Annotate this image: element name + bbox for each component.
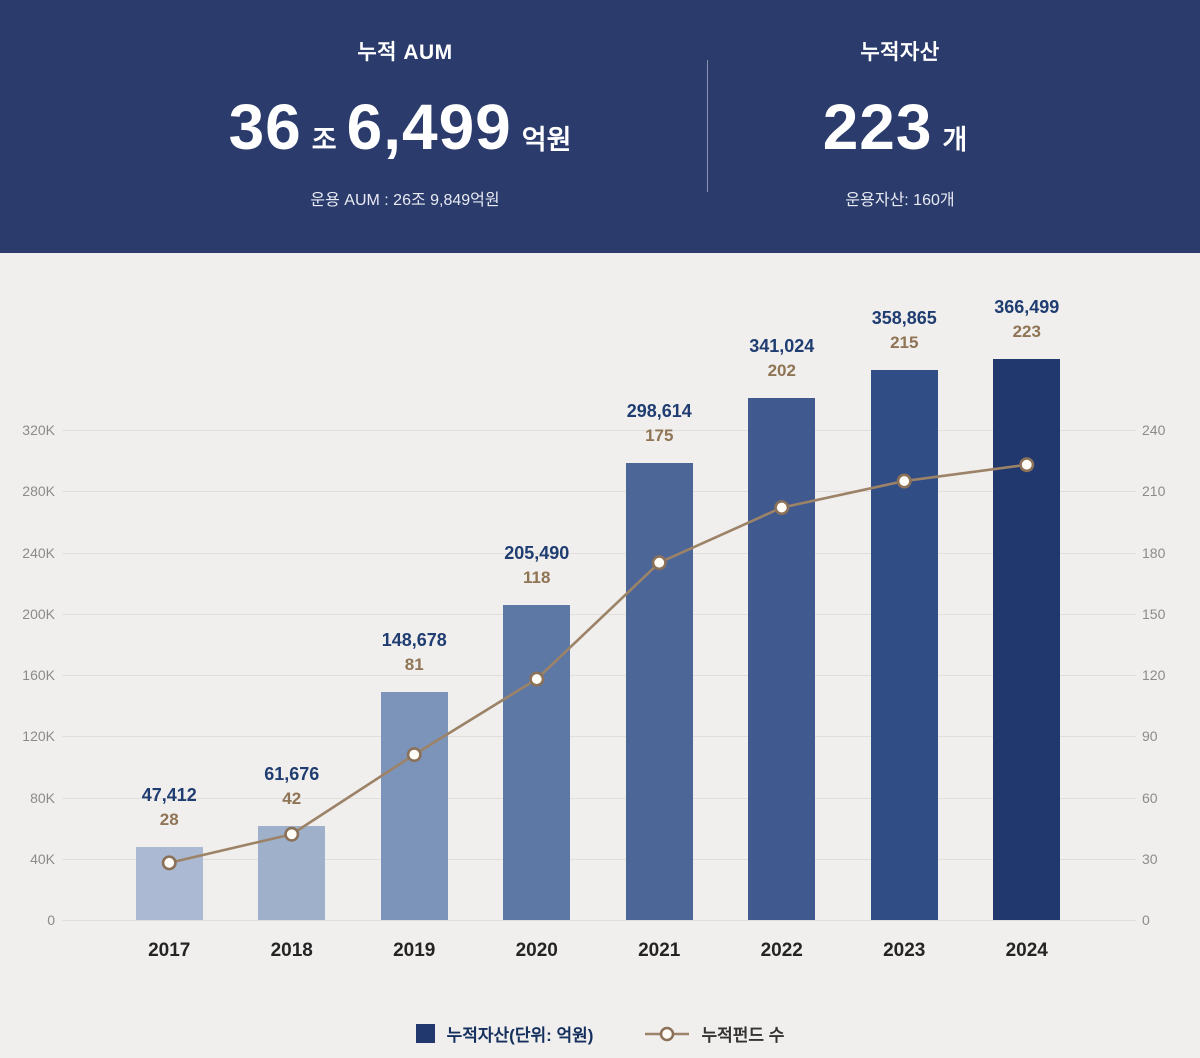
fund-count-value: 223 개	[748, 90, 1052, 164]
header-divider	[707, 60, 708, 192]
fund-count-num: 223	[822, 91, 933, 163]
aum-subtext: 운용 AUM : 26조 9,849억원	[310, 192, 500, 209]
left-axis-tick: 200K	[22, 605, 55, 622]
right-axis-tick: 60	[1142, 789, 1158, 806]
bar-value-label: 366,499	[994, 296, 1060, 317]
bar-value-label: 341,024	[749, 335, 815, 356]
legend-line-label: 누적펀드 수	[701, 1026, 785, 1045]
bar-value-label: 298,614	[626, 400, 692, 421]
summary-header: 누적 AUM 36 조 6,499 억원 운용 AUM : 26조 9,849억원 누…	[0, 0, 1200, 253]
bar-label-2019: 148,678 81	[344, 628, 484, 677]
right-axis-tick: 0	[1142, 912, 1150, 928]
legend-item-line: 누적펀드 수	[645, 1021, 784, 1046]
fund-count-label: 42	[282, 788, 302, 808]
x-axis-label-2021: 2021	[638, 940, 681, 961]
left-axis-tick: 40K	[30, 850, 55, 867]
fund-count-stat: 누적자산 223 개 운용자산: 160개	[748, 36, 1052, 210]
right-axis-tick: 120	[1142, 667, 1166, 683]
bar-2023	[870, 370, 938, 920]
bar-2021	[625, 462, 693, 920]
bar-label-2020: 205,490 118	[467, 541, 607, 590]
bar-value-label: 61,676	[264, 763, 320, 784]
bar-label-2022: 341,024 202	[712, 334, 852, 383]
aum-title: 누적 AUM	[357, 41, 453, 64]
aum-stat: 누적 AUM 36 조 6,499 억원 운용 AUM : 26조 9,849억원	[105, 36, 705, 210]
fund-count-label: 202	[767, 360, 796, 380]
bar-value-label: 358,865	[871, 308, 937, 329]
legend-bar-label: 누적자산(단위: 억원)	[446, 1026, 594, 1045]
x-axis-label-2023: 2023	[883, 940, 926, 961]
right-axis-tick: 150	[1142, 605, 1166, 622]
left-axis-tick: 240K	[22, 544, 55, 561]
left-axis-tick: 320K	[22, 422, 55, 438]
bar-2024	[993, 358, 1061, 920]
fund-count-label: 118	[523, 568, 551, 588]
left-axis-tick: 120K	[22, 728, 55, 745]
right-axis-tick: 210	[1142, 483, 1166, 500]
bar-2019	[380, 692, 448, 920]
aum-num-2: 6,499	[346, 91, 512, 163]
fund-count-label: 175	[645, 425, 674, 445]
right-axis-tick: 90	[1142, 728, 1158, 745]
aum-value: 36 조 6,499 억원	[105, 90, 705, 164]
bar-label-2017: 47,412 28	[99, 783, 239, 832]
x-axis-label-2022: 2022	[760, 940, 803, 961]
bar-label-2024: 366,499 223	[957, 295, 1097, 344]
left-axis-tick: 280K	[22, 483, 55, 500]
left-axis-tick: 0	[47, 912, 55, 928]
chart-legend: 누적자산(단위: 억원) 누적펀드 수	[0, 1021, 1200, 1046]
right-axis-tick: 240	[1142, 422, 1166, 438]
x-axis-label-2024: 2024	[1005, 940, 1048, 961]
left-axis-tick: 80K	[30, 789, 55, 806]
aum-unit-2: 억원	[521, 125, 572, 155]
fund-count-title: 누적자산	[860, 41, 940, 64]
bar-2020	[503, 605, 571, 920]
gridline	[62, 736, 1136, 738]
bar-2017	[135, 847, 203, 920]
bar-value-label: 47,412	[141, 785, 197, 806]
combo-chart: 0 0 40K 30 80K 60 120K 90 160K 120 200K 150 240K 180 2…	[0, 253, 1200, 1058]
bar-label-2023: 358,865 215	[834, 306, 974, 355]
bar-swatch-icon	[415, 1024, 435, 1043]
line-marker-icon	[645, 1026, 690, 1042]
bar-2022	[748, 397, 816, 920]
bar-label-2018: 61,676 42	[222, 762, 362, 811]
x-axis-label-2017: 2017	[148, 940, 191, 961]
gridline	[62, 613, 1136, 615]
fund-count-label: 223	[1012, 321, 1041, 341]
bar-value-label: 205,490	[504, 543, 570, 564]
gridline	[62, 491, 1136, 493]
right-axis-tick: 180	[1142, 544, 1166, 561]
x-axis-label-2020: 2020	[515, 940, 558, 961]
gridline	[62, 920, 1136, 921]
legend-item-bar: 누적자산(단위: 억원)	[415, 1021, 594, 1046]
fund-count-subtext: 운용자산: 160개	[845, 192, 955, 209]
aum-num-1: 36	[228, 91, 302, 163]
fund-count-label: 28	[159, 810, 179, 830]
gridline	[62, 858, 1136, 860]
bar-label-2021: 298,614 175	[589, 399, 729, 448]
aum-unit-1: 조	[311, 125, 337, 155]
x-axis-label-2019: 2019	[393, 940, 436, 961]
left-axis-tick: 160K	[22, 667, 55, 683]
right-axis-tick: 30	[1142, 850, 1158, 867]
gridline	[62, 430, 1136, 431]
bar-2018	[258, 825, 326, 920]
gridline	[62, 675, 1136, 676]
fund-count-label: 81	[404, 655, 424, 675]
bar-value-label: 148,678	[381, 630, 447, 651]
fund-count-unit: 개	[942, 125, 968, 155]
x-axis-label-2018: 2018	[270, 940, 313, 961]
fund-count-label: 215	[890, 333, 919, 353]
